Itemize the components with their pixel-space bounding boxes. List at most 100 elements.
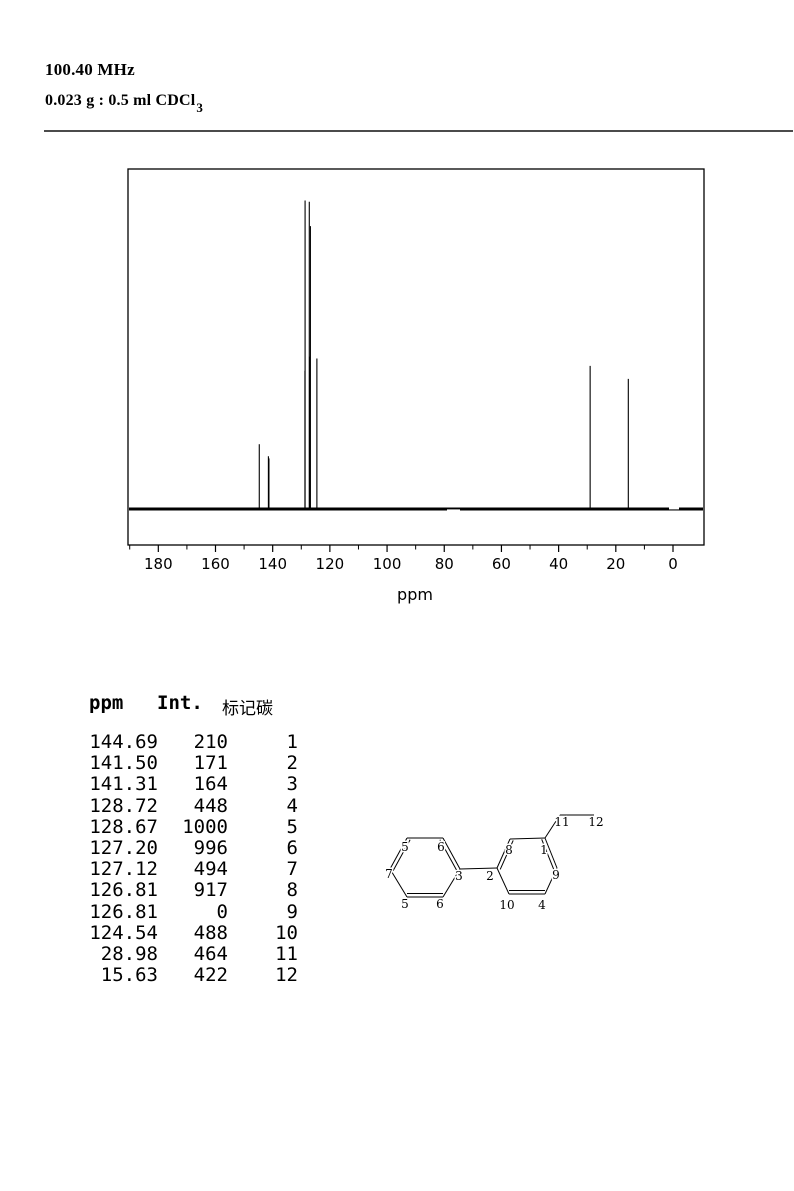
x-tick-label: 120	[316, 555, 345, 573]
cell-intensity: 171	[193, 752, 228, 775]
cell-intensity: 917	[193, 879, 228, 902]
cell-intensity: 464	[193, 942, 228, 965]
bond-line	[496, 838, 511, 869]
cell-intensity: 210	[193, 731, 228, 753]
bond-line	[442, 868, 461, 898]
bond-line	[392, 839, 411, 871]
cell-carbon-number: 9	[286, 900, 298, 923]
x-tick-label: 140	[258, 555, 287, 573]
x-tick-label: 60	[492, 555, 511, 573]
cell-ppm: 126.81	[89, 900, 158, 923]
bond-line	[541, 839, 555, 870]
bond-line	[509, 837, 546, 840]
atom-number-label: 9	[552, 868, 560, 882]
table-row: 126.81 0 9	[88, 900, 300, 923]
bond-line	[389, 837, 408, 870]
atom-number-label: 6	[437, 840, 445, 854]
atom-number-label: 6	[436, 897, 444, 911]
cell-carbon-number: 7	[286, 858, 298, 881]
table-row: 128.67 1000 5	[88, 815, 300, 838]
cell-ppm: 144.69	[89, 731, 158, 753]
table-row: 127.12 494 7	[88, 858, 300, 881]
cell-carbon-number: 6	[286, 836, 298, 859]
cell-carbon-number: 1	[286, 731, 298, 753]
cell-carbon-number: 2	[286, 752, 298, 775]
x-tick-label: 0	[668, 555, 678, 573]
atom-number-label: 7	[385, 867, 393, 881]
baseline-notch-solvent	[447, 509, 460, 511]
cell-carbon-number: 3	[286, 773, 298, 796]
x-tick-label: 40	[549, 555, 568, 573]
bond-line	[544, 837, 558, 869]
cell-intensity: 996	[193, 836, 228, 859]
bond-line	[499, 840, 514, 870]
table-header-ppm: ppm	[89, 692, 124, 714]
x-tick-label: 80	[435, 555, 454, 573]
atom-number-label: 10	[499, 898, 514, 912]
table-row: 127.20 996 6	[88, 836, 300, 859]
atom-number-label: 2	[486, 869, 494, 883]
cell-ppm: 126.81	[89, 879, 158, 902]
header-divider	[44, 130, 793, 132]
bond-line	[442, 837, 461, 870]
table-row: 144.69 210 1	[88, 731, 300, 753]
cell-carbon-number: 10	[275, 921, 298, 944]
cell-ppm: 28.98	[100, 942, 158, 965]
nmr-spectrum-plot: 180 160 140 120 100 80 60 40 20 0 ppm	[127, 168, 705, 604]
table-row: 141.50 171 2	[88, 752, 300, 775]
table-header-assigned-carbon: 标记碳	[222, 699, 273, 719]
cell-ppm: 141.50	[89, 752, 158, 775]
x-tick-label: 160	[201, 555, 230, 573]
cell-carbon-number: 5	[286, 815, 298, 838]
cell-intensity: 422	[193, 964, 228, 987]
table-row: 124.54 488 10	[88, 921, 300, 944]
table-row: 128.72 448 4	[88, 794, 300, 817]
x-axis-label: ppm	[397, 585, 433, 604]
frequency-heading: 100.40 MHz	[45, 60, 135, 79]
cell-ppm: 15.63	[100, 964, 158, 987]
cell-intensity: 488	[193, 921, 228, 944]
cell-intensity: 164	[193, 773, 228, 796]
atom-number-label: 1	[540, 843, 548, 857]
atom-number-label: 11	[554, 815, 569, 829]
atom-number-label: 4	[538, 898, 546, 912]
molecule-structure-3-ethylbiphenyl: 5 6 7 3 5 6 28 19 10 4 11 12	[384, 814, 605, 914]
bond-line	[389, 868, 408, 898]
cell-ppm: 128.67	[89, 815, 158, 838]
cell-intensity: 0	[216, 900, 228, 923]
atom-number-label: 3	[455, 869, 463, 883]
bond-line	[459, 867, 498, 870]
sample-heading: 0.023 g : 0.5 ml CDCl3	[45, 92, 203, 115]
cell-carbon-number: 4	[286, 794, 298, 817]
cell-ppm: 127.20	[89, 836, 158, 859]
atom-number-label: 5	[401, 840, 409, 854]
table-header-int: Int.	[157, 692, 203, 714]
atom-number-label: 8	[505, 843, 513, 857]
cell-carbon-number: 12	[275, 964, 298, 987]
cell-intensity: 1000	[182, 815, 228, 838]
cell-carbon-number: 11	[275, 942, 298, 965]
x-tick-label: 100	[373, 555, 402, 573]
bond-line	[496, 867, 510, 895]
bond-line	[439, 839, 458, 871]
cell-intensity: 494	[193, 858, 228, 881]
peak-table: 144.69 210 1 141.50 171 2 141.31 164 3 128.72 448 4…	[88, 731, 300, 987]
bond-line	[544, 867, 558, 895]
x-tick-label: 180	[144, 555, 173, 573]
cell-carbon-number: 8	[286, 879, 298, 902]
atom-number-label: 5	[401, 897, 409, 911]
table-row: 141.31 164 3	[88, 774, 300, 795]
baseline-notch-reference	[669, 507, 679, 510]
cell-ppm: 141.31	[89, 773, 158, 796]
table-row: 126.81 917 8	[88, 880, 300, 901]
cell-ppm: 124.54	[89, 921, 158, 944]
cell-ppm: 127.12	[89, 858, 158, 881]
sample-heading-text: 0.023 g : 0.5 ml CDCl	[45, 92, 196, 109]
cell-intensity: 448	[193, 794, 228, 817]
bond-line	[544, 814, 561, 839]
atom-number-label: 12	[588, 815, 603, 829]
x-tick-label: 20	[606, 555, 625, 573]
plot-frame	[127, 168, 705, 546]
table-row: 15.63 422 12	[88, 964, 300, 987]
